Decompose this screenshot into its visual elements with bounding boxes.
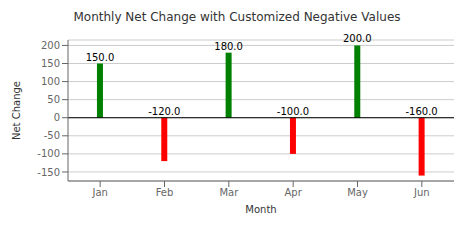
svg-text:May: May — [347, 187, 368, 198]
html-text:Monthly Net Change with Custom: Monthly Net Change with Customized Negat… — [73, 10, 401, 24]
svg-text:Mar: Mar — [219, 187, 239, 198]
svg-text:150: 150 — [41, 58, 60, 69]
svg-text:Apr: Apr — [285, 187, 303, 198]
svg-text:Net Change: Net Change — [11, 81, 22, 140]
svg-text:50: 50 — [47, 94, 60, 105]
svg-text:Feb: Feb — [156, 187, 174, 198]
svg-text:200.0: 200.0 — [343, 33, 372, 44]
svg-text:Jun: Jun — [413, 187, 430, 198]
svg-text:-160.0: -160.0 — [405, 106, 437, 117]
svg-text:0: 0 — [54, 112, 60, 123]
svg-text:-120.0: -120.0 — [148, 106, 180, 117]
svg-text:180.0: 180.0 — [214, 41, 243, 52]
svg-text:-150: -150 — [37, 167, 60, 178]
svg-text:-100.0: -100.0 — [277, 106, 309, 117]
svg-text:150.0: 150.0 — [86, 52, 115, 63]
svg-text:200: 200 — [41, 40, 60, 51]
svg-text:Month: Month — [245, 204, 276, 215]
svg-text:-50: -50 — [44, 130, 60, 141]
svg-text:-100: -100 — [37, 148, 60, 159]
svg-text:Jan: Jan — [91, 187, 107, 198]
svg-text:100: 100 — [41, 76, 60, 87]
